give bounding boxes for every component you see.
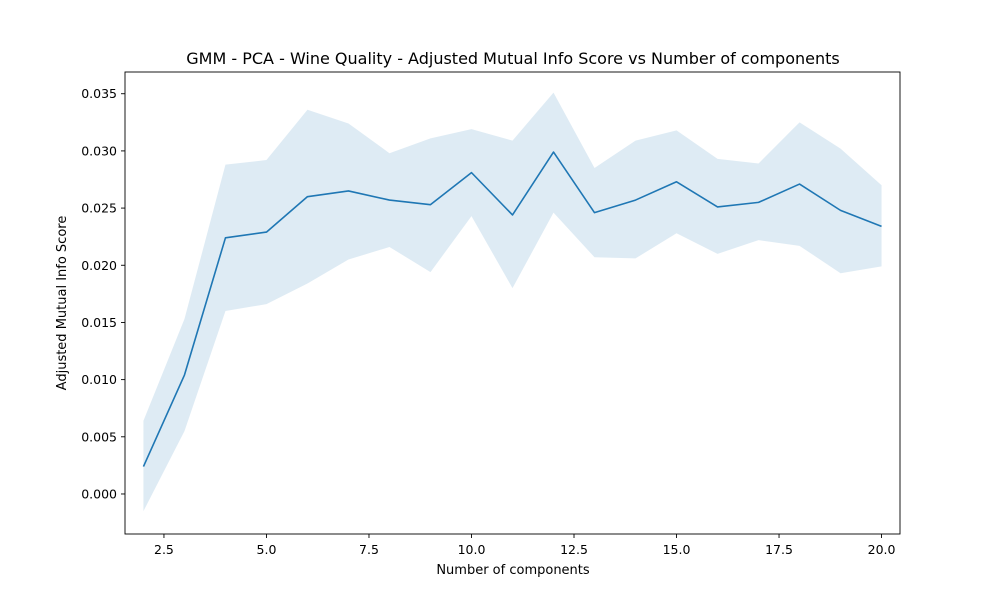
y-tick-label: 0.000 [81,486,117,501]
x-axis-label: Number of components [436,563,590,578]
x-tick-label: 10.0 [458,542,486,557]
y-tick-label: 0.030 [81,143,117,158]
x-tick-label: 20.0 [868,542,896,557]
x-tick-label: 5.0 [257,542,277,557]
x-tick-label: 17.5 [765,542,793,557]
y-tick-label: 0.005 [81,429,117,444]
y-tick-label: 0.025 [81,201,117,216]
x-tick-label: 12.5 [560,542,588,557]
y-axis-ticks: 0.000 0.005 0.010 0.015 0.020 0.025 0.030 0.035 [81,86,125,501]
series-line [142,151,882,467]
axes-frame [124,71,901,535]
y-axis-label: Adjusted Mutual Info Score [55,216,70,391]
y-tick-label: 0.015 [81,315,117,330]
x-tick-label: 2.5 [154,542,174,557]
confidence-band [143,92,882,512]
y-tick-label: 0.010 [81,372,117,387]
chart-title: GMM - PCA - Wine Quality - Adjusted Mutu… [186,49,839,68]
plot-area [124,71,901,535]
x-tick-label: 7.5 [359,542,379,557]
y-tick-label: 0.035 [81,86,117,101]
y-tick-label: 0.020 [81,258,117,273]
x-axis-ticks: 2.5 5.0 7.5 10.0 12.5 15.0 17.5 20.0 [154,534,896,557]
x-tick-label: 15.0 [663,542,691,557]
